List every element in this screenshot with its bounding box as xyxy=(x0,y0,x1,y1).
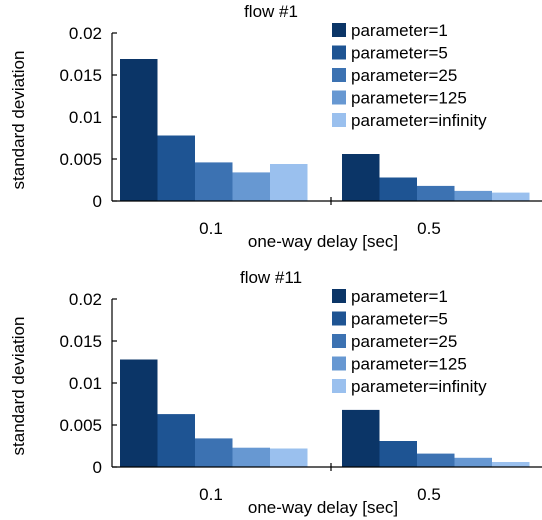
bar-parameter-1-0-1 xyxy=(120,59,158,201)
chart-panel-2: flow #11 0 0.005 0.01 0.015 0.02 standard devi… xyxy=(9,268,542,517)
y-tick-label: 0.015 xyxy=(59,66,102,85)
legend-swatch xyxy=(332,311,346,326)
y-tick-label: 0.02 xyxy=(69,290,102,309)
y-tick-label: 0.015 xyxy=(59,332,102,351)
legend-swatch xyxy=(332,289,346,303)
bar-parameter-25-0-1 xyxy=(195,162,233,201)
legend: parameter=1 parameter=5 parameter=25 parame… xyxy=(332,287,487,396)
legend-label: parameter=5 xyxy=(351,44,448,63)
legend-label: parameter=infinity xyxy=(351,377,487,396)
bar-parameter-infinity-0-5 xyxy=(492,462,530,467)
y-axis-label: standard deviation xyxy=(9,51,28,190)
bar-parameter-infinity-0-1 xyxy=(270,448,308,467)
x-tick-label: 0.1 xyxy=(199,485,223,504)
bar-parameter-25-0-5 xyxy=(417,453,455,467)
legend-swatch xyxy=(332,90,346,105)
y-tick-label: 0.01 xyxy=(69,374,102,393)
y-tick-label: 0 xyxy=(93,458,102,477)
y-axis-label: standard deviation xyxy=(9,317,28,456)
chart-panel-1: flow #1 0 0.005 0.01 0.015 0.02 standard devia… xyxy=(9,2,542,251)
x-tick-label: 0.1 xyxy=(199,219,223,238)
bar-parameter-125-0-5 xyxy=(454,457,492,467)
legend-label: parameter=125 xyxy=(351,89,467,108)
bars xyxy=(120,359,530,467)
bar-parameter-infinity-0-5 xyxy=(492,192,530,201)
legend-swatch xyxy=(332,23,346,37)
legend-label: parameter=125 xyxy=(351,355,467,374)
legend-label: parameter=25 xyxy=(351,66,457,85)
bar-parameter-25-0-1 xyxy=(195,438,233,467)
legend-label: parameter=1 xyxy=(351,287,448,306)
legend-swatch xyxy=(332,379,346,393)
x-axis-label: one-way delay [sec] xyxy=(248,498,398,517)
bar-parameter-5-0-5 xyxy=(379,177,417,201)
legend-swatch xyxy=(332,45,346,60)
y-tick-label: 0.01 xyxy=(69,108,102,127)
legend-swatch xyxy=(332,356,346,371)
legend-swatch xyxy=(332,68,346,82)
bar-parameter-5-0-1 xyxy=(157,414,195,467)
bar-parameter-1-0-5 xyxy=(342,154,380,201)
bar-parameter-infinity-0-1 xyxy=(270,164,308,201)
chart-title: flow #11 xyxy=(240,268,302,287)
y-tick-label: 0 xyxy=(93,192,102,211)
legend-swatch xyxy=(332,334,346,348)
x-axis-label: one-way delay [sec] xyxy=(248,232,398,251)
bar-parameter-5-0-5 xyxy=(379,441,417,467)
bar-parameter-25-0-5 xyxy=(417,185,455,201)
chart-title: flow #1 xyxy=(244,2,298,21)
x-tick-label: 0.5 xyxy=(417,219,441,238)
y-tick-label: 0.005 xyxy=(59,416,102,435)
x-tick-label: 0.5 xyxy=(417,485,441,504)
y-tick-label: 0.005 xyxy=(59,150,102,169)
legend-label: parameter=25 xyxy=(351,332,457,351)
legend-label: parameter=1 xyxy=(351,21,448,40)
y-tick-label: 0.02 xyxy=(69,24,102,43)
bar-parameter-1-0-5 xyxy=(342,409,380,467)
bar-parameter-125-0-1 xyxy=(232,447,270,467)
bar-parameter-125-0-1 xyxy=(232,172,270,201)
bar-parameter-125-0-5 xyxy=(454,190,492,201)
legend-label: parameter=infinity xyxy=(351,111,487,130)
legend: parameter=1 parameter=5 parameter=25 parame… xyxy=(332,21,487,130)
bar-parameter-5-0-1 xyxy=(157,135,195,201)
bar-parameter-1-0-1 xyxy=(120,359,158,467)
legend-swatch xyxy=(332,113,346,127)
legend-label: parameter=5 xyxy=(351,310,448,329)
bars xyxy=(120,59,530,201)
